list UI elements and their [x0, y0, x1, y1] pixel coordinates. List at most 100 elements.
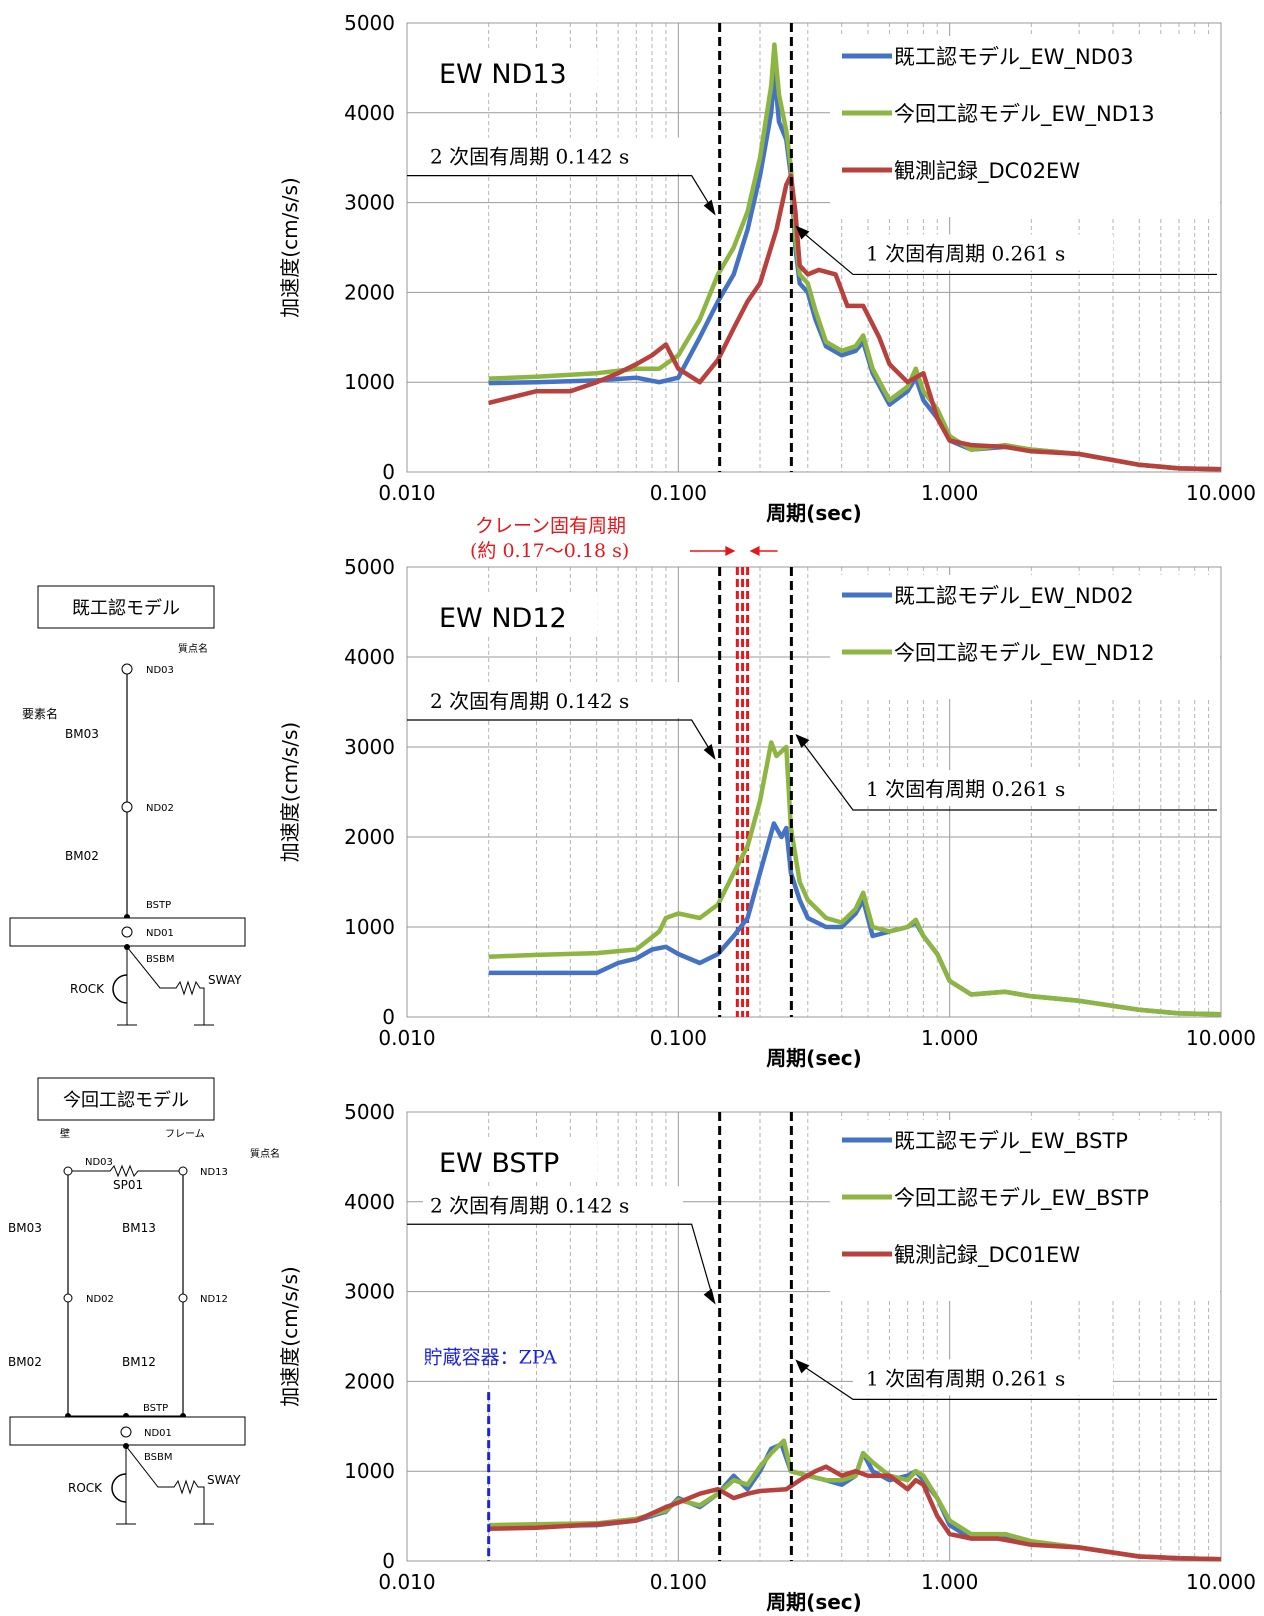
y-tick-label: 2000 [344, 825, 395, 849]
node-label-bstp: BSTP [146, 900, 171, 911]
x-tick-label: 0.010 [378, 1026, 435, 1050]
title-bg [427, 51, 597, 91]
callout-arrow-2nd [703, 1288, 716, 1305]
y-tick-label: 2000 [344, 1369, 395, 1393]
legend-bg [830, 575, 1220, 699]
frame-label: フレーム [165, 1128, 205, 1140]
crane-arrowhead-right [749, 546, 760, 556]
chart-ew-nd12: 0 1000 2000 3000 4000 5000 0.010 0.100 1.000 10.0… [278, 515, 1256, 1070]
chart-ew-bstp: 0 1000 2000 3000 4000 5000 0.010 0.100 1.000 10.0… [278, 1100, 1256, 1614]
crane-arrowhead-left [725, 546, 736, 556]
node-label-bstp-current: BSTP [143, 1403, 168, 1414]
element-label-bm02: BM02 [65, 849, 99, 863]
callout-2nd-period: 2 次固有周期 0.142 s [430, 689, 629, 713]
y-tick-label: 4000 [344, 645, 395, 669]
diagram-current-model: 今回工認モデル 壁 フレーム 質点名 ND03 ND13 SP01 BM03 B… [8, 1077, 280, 1525]
element-label-bm02-current: BM02 [8, 1355, 42, 1369]
crane-band-label-2: (約 0.17～0.18 s) [470, 540, 629, 562]
y-axis-label: 加速度(cm/s/s) [278, 177, 302, 317]
callout-leader-1st [799, 1362, 1217, 1400]
element-label-bm03-current: BM03 [8, 1221, 42, 1235]
element-label-bsbm-current: BSBM [144, 1452, 173, 1463]
callout-bg [853, 1359, 1113, 1396]
y-tick-label: 3000 [344, 191, 395, 215]
x-tick-label: 0.010 [378, 481, 435, 505]
y-tick-label: 1000 [344, 1459, 395, 1483]
series-line-2 [488, 173, 1222, 472]
callout-arrow-2nd [703, 744, 716, 760]
x-tick-label: 10.000 [1186, 1570, 1256, 1594]
callout-1st-period: 1 次固有周期 0.261 s [866, 777, 1065, 801]
x-tick-label: 1.000 [921, 481, 978, 505]
diagram-current-title-box [37, 1077, 215, 1121]
y-tick-label: 1000 [344, 915, 395, 939]
element-label-bsbm: BSBM [146, 954, 175, 965]
legend-label-1: 今回工認モデル_EW_ND12 [894, 641, 1155, 666]
callout-bg [423, 1186, 683, 1223]
node-nd03 [121, 663, 133, 675]
x-axis-label: 周期(sec) [766, 501, 862, 525]
node-label-nd01: ND01 [146, 928, 174, 939]
legend-label-0: 既工認モデル_EW_BSTP [894, 1129, 1128, 1154]
legend-bg [830, 1120, 1220, 1301]
series-line-1 [488, 740, 1222, 1017]
y-tick-label: 5000 [344, 1100, 395, 1124]
x-tick-label: 0.010 [378, 1570, 435, 1594]
zpa-label: 貯蔵容器：ZPA [424, 1346, 557, 1368]
callout-bg [423, 682, 683, 718]
callout-leader-1st [798, 229, 1217, 276]
mass-point-label-2: 質点名 [250, 1147, 280, 1160]
sway-spring-symbol [126, 946, 205, 1025]
y-tick-label: 3000 [344, 735, 395, 759]
node-nd01 [121, 926, 133, 938]
callout-leader-1st [798, 737, 1217, 811]
node-label-nd03: ND03 [146, 665, 174, 676]
title-bg [427, 1140, 597, 1180]
legend-label-2: 観測記録_DC01EW [894, 1243, 1080, 1268]
diagram-existing-title: 既工認モデル [72, 598, 180, 619]
x-tick-label: 1.000 [921, 1570, 978, 1594]
callout-arrow-1st [795, 734, 810, 748]
x-tick-label: 0.100 [650, 1026, 707, 1050]
y-tick-label: 3000 [344, 1280, 395, 1304]
mass-point-label: 質点名 [178, 642, 208, 655]
x-tick-label: 0.100 [650, 481, 707, 505]
chart-ew-nd13: 0 1000 2000 3000 4000 5000 0.010 0.100 1.000 10.0… [278, 11, 1256, 525]
callout-2nd-period: 2 次固有周期 0.142 s [430, 145, 629, 169]
diagram-existing-model: 既工認モデル 質点名 要素名 ND03 BM03 ND02 BM02 BSTP … [9, 585, 246, 1026]
diagram-current-title: 今回工認モデル [63, 1090, 189, 1111]
crane-band-label-1: クレーン固有周期 [475, 515, 626, 537]
x-axis-label: 周期(sec) [766, 1046, 862, 1070]
callout-arrow-2nd [703, 199, 716, 216]
element-label-bm13: BM13 [122, 1221, 156, 1235]
sway-label: SWAY [208, 973, 242, 987]
sway-label-current: SWAY [207, 1473, 241, 1487]
element-label: 要素名 [22, 706, 58, 721]
node-label-nd12: ND12 [200, 1294, 228, 1305]
y-tick-label: 4000 [344, 1190, 395, 1214]
callout-1st-period: 1 次固有周期 0.261 s [866, 1366, 1065, 1390]
node-nd02 [121, 801, 133, 813]
title-bg [427, 595, 597, 635]
sway-spring-symbol-current [125, 1445, 205, 1524]
legend-bg [830, 36, 1220, 217]
series-line-2 [488, 1464, 1222, 1562]
node-label-nd02: ND02 [146, 803, 174, 814]
y-axis-label: 加速度(cm/s/s) [278, 1266, 302, 1406]
callout-2nd-period: 2 次固有周期 0.142 s [430, 1193, 629, 1217]
rock-spring-symbol-current [111, 1473, 127, 1503]
legend-label-1: 今回工認モデル_EW_ND13 [894, 102, 1155, 127]
node-wall-nd03 [63, 1166, 73, 1176]
wall-label: 壁 [60, 1127, 70, 1140]
diagram-existing-title-box [37, 585, 215, 629]
series-line-1 [488, 42, 1222, 472]
callout-leader-2nd [407, 719, 715, 757]
callout-arrow-1st [795, 1359, 810, 1374]
callout-1st-period: 1 次固有周期 0.261 s [866, 241, 1065, 265]
x-axis-label: 周期(sec) [766, 1590, 862, 1614]
node-frame-nd12 [178, 1293, 188, 1303]
y-tick-label: 5000 [344, 555, 395, 579]
element-label-bm03: BM03 [65, 727, 99, 741]
node-label-nd01-current: ND01 [144, 1428, 172, 1439]
